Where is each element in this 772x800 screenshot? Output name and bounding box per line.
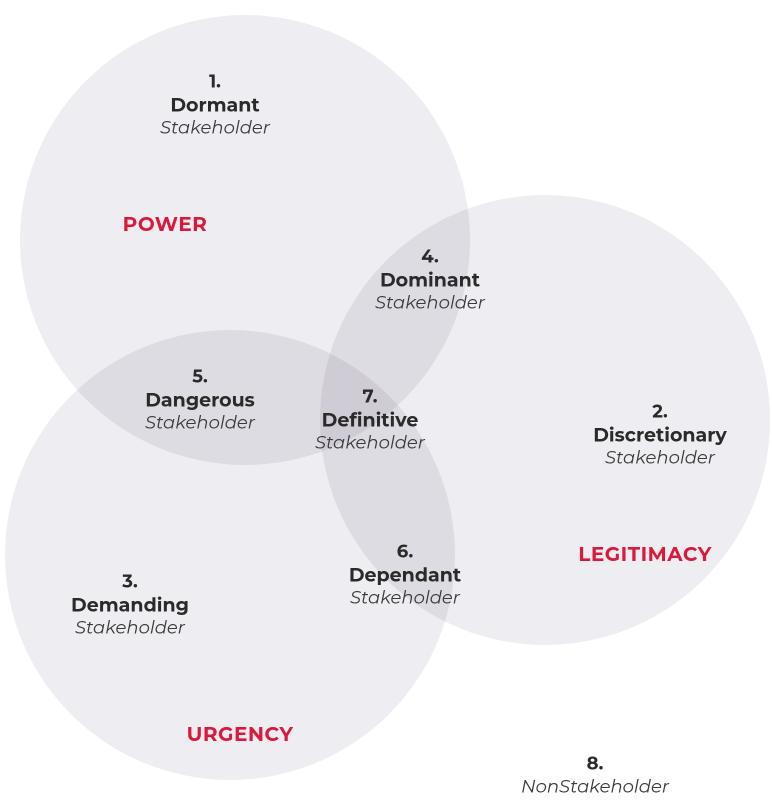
region-sub: Stakeholder [349,587,461,610]
region-name: Dangerous [145,388,255,412]
region-name: Demanding [71,593,189,617]
region-6-dependant: 6. Dependant Stakeholder [349,541,461,610]
region-name: Discretionary [593,423,727,447]
region-2-discretionary: 2. Discretionary Stakeholder [593,401,727,470]
region-name: Dormant [160,93,270,117]
region-number: 6. [349,541,461,564]
region-1-dormant: 1. Dormant Stakeholder [160,71,270,140]
region-number: 7. [315,386,425,409]
axis-label-power: POWER [123,213,208,237]
region-number: 5. [145,366,255,389]
axis-label-urgency: URGENCY [187,723,294,747]
region-number: 2. [593,401,727,424]
region-name: Definitive [315,408,425,432]
venn-diagram: POWER LEGITIMACY URGENCY 1. Dormant Stak… [0,0,772,800]
axis-label-legitimacy: LEGITIMACY [578,543,712,567]
region-sub: Stakeholder [71,617,189,640]
region-number: 8. [521,753,669,776]
region-4-dominant: 4. Dominant Stakeholder [375,246,485,315]
region-8-nonstakeholder: 8. NonStakeholder [521,753,669,798]
region-sub: NonStakeholder [521,775,669,798]
region-sub: Stakeholder [593,447,727,470]
region-name: Dominant [375,268,485,292]
region-sub: Stakeholder [160,117,270,140]
region-name: Dependant [349,563,461,587]
region-number: 1. [160,71,270,94]
region-sub: Stakeholder [375,292,485,315]
region-3-demanding: 3. Demanding Stakeholder [71,571,189,640]
region-number: 4. [375,246,485,269]
region-7-definitive: 7. Definitive Stakeholder [315,386,425,455]
region-sub: Stakeholder [145,412,255,435]
region-number: 3. [71,571,189,594]
region-sub: Stakeholder [315,432,425,455]
region-5-dangerous: 5. Dangerous Stakeholder [145,366,255,435]
